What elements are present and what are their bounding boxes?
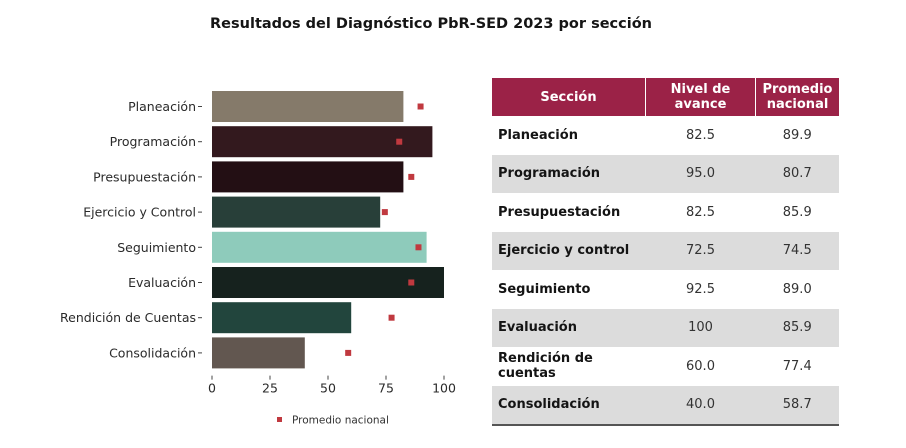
cell-promedio: 80.7: [755, 154, 839, 193]
cell-seccion: Planeación: [498, 127, 578, 143]
promedio-marker: [381, 209, 388, 216]
category-label: Ejercicio y Control: [83, 205, 196, 220]
promedio-marker: [415, 244, 422, 251]
category-label: Evaluación: [128, 275, 196, 290]
cell-nivel: 72.5: [645, 231, 756, 270]
bar: [212, 196, 381, 228]
cell-promedio: 74.5: [755, 231, 839, 270]
bar: [212, 91, 404, 122]
cell-seccion: Programación: [492, 154, 646, 193]
x-tick-label: 50: [320, 381, 336, 396]
legend-label: Promedio nacional: [292, 415, 389, 427]
table-row: Evaluación 100 85.9: [492, 308, 839, 347]
promedio-marker: [396, 138, 403, 145]
chart-title: Resultados del Diagnóstico PbR-SED 2023 …: [210, 16, 652, 32]
cell-nivel: 82.5: [686, 127, 715, 143]
cell-nivel: 100: [645, 308, 756, 347]
promedio-marker: [408, 173, 415, 180]
bar: [212, 267, 444, 298]
x-tick-label: 100: [432, 381, 456, 396]
promedio-marker: [408, 279, 415, 286]
cell-nivel: 82.5: [686, 204, 715, 220]
cell-promedio: 85.9: [755, 308, 839, 347]
category-label: Consolidación: [109, 345, 196, 360]
cell-seccion: Evaluación: [492, 308, 646, 347]
bar: [212, 302, 352, 334]
cell-promedio: 58.7: [755, 385, 839, 425]
cell-nivel: 40.0: [645, 385, 756, 425]
x-tick-label: 75: [378, 381, 394, 396]
bar: [212, 337, 305, 369]
cell-promedio: 77.4: [782, 358, 812, 374]
bar-chart: Planeación Programación Presupuestación Eje…: [60, 91, 456, 427]
table-row: Planeación 82.5 89.9: [492, 116, 839, 155]
table-row: Programación 95.0 80.7: [492, 154, 839, 193]
promedio-marker: [388, 314, 395, 321]
table-row: Ejercicio y control 72.5 74.5: [492, 231, 839, 270]
header-promedio: Promedio nacional: [755, 78, 839, 116]
table-row: Presupuestación 82.5 85.9: [492, 193, 839, 232]
x-tick-label: 25: [262, 381, 278, 396]
table-row: Consolidación 40.0 58.7: [492, 385, 839, 425]
header-nivel: Nivel de avance: [645, 78, 756, 116]
promedio-marker: [417, 103, 424, 110]
cell-seccion: Ejercicio y control: [492, 231, 646, 270]
results-table: Sección Nivel de avance Promedio naciona…: [492, 78, 839, 426]
cell-seccion: Rendición de cuentas: [498, 351, 593, 382]
cell-nivel: 95.0: [645, 154, 756, 193]
cell-promedio: 89.9: [782, 127, 812, 143]
category-label: Presupuestación: [93, 169, 196, 184]
cell-seccion: Consolidación: [492, 385, 646, 425]
cell-seccion: Presupuestación: [498, 204, 621, 220]
cell-promedio: 89.0: [782, 281, 812, 297]
header-seccion: Sección: [492, 78, 646, 116]
table-header-row: Sección Nivel de avance Promedio naciona…: [492, 78, 839, 116]
category-label: Planeación: [128, 99, 196, 114]
bar: [212, 231, 427, 263]
bar: [212, 126, 433, 158]
category-label: Rendición de Cuentas: [60, 310, 196, 325]
category-label: Seguimiento: [117, 240, 196, 255]
x-tick-label: 0: [208, 381, 216, 396]
cell-promedio: 85.9: [782, 204, 812, 220]
promedio-marker: [345, 349, 352, 356]
table-row: Seguimiento 92.5 89.0: [492, 270, 839, 309]
bar: [212, 161, 404, 193]
cell-seccion: Seguimiento: [498, 281, 591, 297]
cell-nivel: 60.0: [686, 358, 715, 374]
cell-nivel: 92.5: [686, 281, 715, 297]
legend-marker: [277, 417, 282, 422]
table-row: Rendición de cuentas 60.0 77.4: [492, 347, 839, 386]
category-label: Programación: [110, 134, 196, 149]
